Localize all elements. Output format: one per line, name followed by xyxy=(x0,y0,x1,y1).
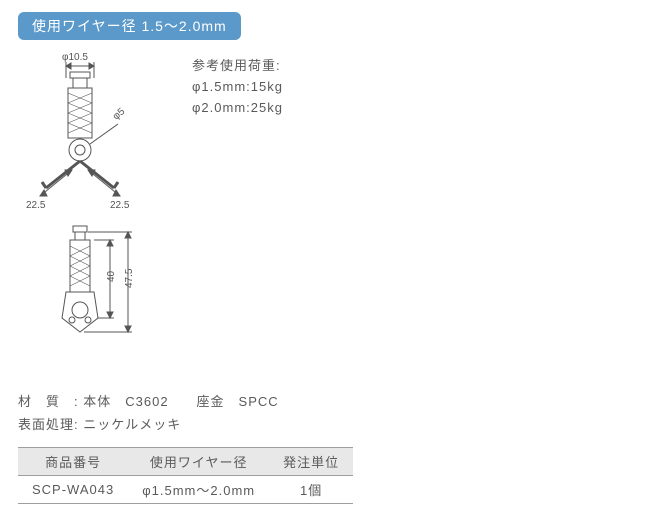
material-label: 材 質 : xyxy=(18,394,79,409)
td-wire: φ1.5mm～2.0mm xyxy=(128,475,269,503)
side-view-diagram: 40 47.5 xyxy=(18,218,188,378)
dim-leg2: 22.5 xyxy=(110,200,130,211)
finish-value: ニッケルメッキ xyxy=(83,417,181,432)
notes-title: 参考使用荷重: xyxy=(192,56,283,77)
dim-leg1: 22.5 xyxy=(26,200,46,211)
td-code: SCP-WA043 xyxy=(18,475,128,503)
th-code: 商品番号 xyxy=(18,447,128,475)
dim-top-dia: φ10.5 xyxy=(62,52,88,63)
notes-line1: φ1.5mm:15kg xyxy=(192,77,283,98)
finish-label: 表面処理: xyxy=(18,417,79,432)
th-wire: 使用ワイヤー径 xyxy=(128,447,269,475)
th-unit: 発注単位 xyxy=(269,447,353,475)
table-row: SCP-WA043 φ1.5mm～2.0mm 1個 xyxy=(18,475,353,503)
diagram-column: φ10.5 22.5 22.5 φ5 xyxy=(18,48,188,378)
dim-h2: 47.5 xyxy=(124,268,135,288)
table-header-row: 商品番号 使用ワイヤー径 発注単位 xyxy=(18,447,353,475)
td-unit: 1個 xyxy=(269,475,353,503)
spec-lines: 材 質 : 本体 C3602 座金 SPCC 表面処理: ニッケルメッキ xyxy=(18,390,627,437)
dim-hole-dia: φ5 xyxy=(111,106,128,122)
notes-line2: φ2.0mm:25kg xyxy=(192,98,283,119)
dim-h1: 40 xyxy=(106,270,117,282)
material-value: 本体 C3602 座金 SPCC xyxy=(83,394,278,409)
front-view-diagram: φ10.5 22.5 22.5 φ5 xyxy=(18,48,188,218)
product-table: 商品番号 使用ワイヤー径 発注単位 SCP-WA043 φ1.5mm～2.0mm… xyxy=(18,447,353,504)
content-row: φ10.5 22.5 22.5 φ5 xyxy=(18,48,627,378)
spec-pill: 使用ワイヤー径 1.5～2.0mm xyxy=(18,12,241,40)
load-notes: 参考使用荷重: φ1.5mm:15kg φ2.0mm:25kg xyxy=(188,48,283,378)
